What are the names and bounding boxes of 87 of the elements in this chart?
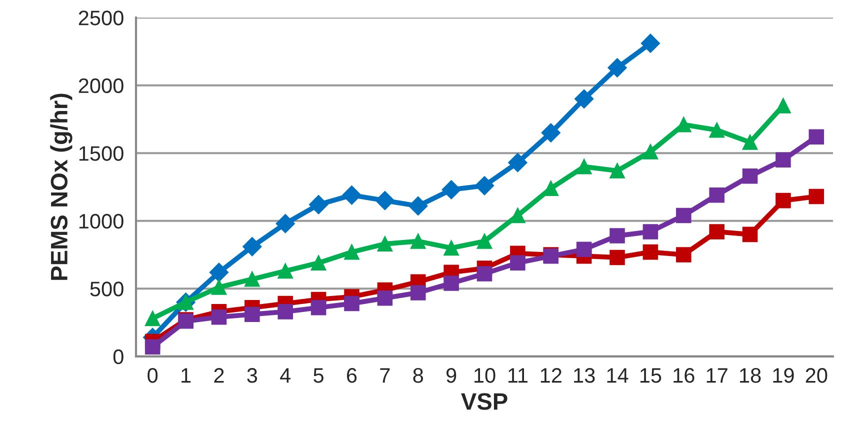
x-tick-label: 14 bbox=[607, 368, 628, 383]
point bbox=[444, 276, 459, 291]
y-tick-label: 2500 bbox=[78, 10, 124, 26]
point bbox=[377, 236, 393, 252]
point bbox=[410, 285, 426, 300]
point bbox=[676, 208, 692, 224]
point bbox=[742, 226, 758, 242]
x-tick-label: 7 bbox=[380, 368, 390, 383]
point bbox=[610, 250, 625, 266]
x-tick-label: 12 bbox=[540, 368, 562, 383]
x-tick-label: 10 bbox=[474, 368, 496, 383]
point bbox=[574, 89, 594, 108]
x-tick-label: 0 bbox=[148, 368, 158, 383]
point bbox=[244, 272, 260, 287]
point bbox=[375, 191, 394, 210]
point bbox=[408, 196, 428, 216]
y-tick-label: 1000 bbox=[79, 214, 124, 229]
point bbox=[510, 255, 526, 271]
point bbox=[278, 304, 293, 320]
point bbox=[808, 129, 824, 144]
x-tick-label: 5 bbox=[314, 368, 324, 383]
point bbox=[776, 192, 791, 208]
point bbox=[541, 123, 560, 142]
point bbox=[310, 300, 326, 316]
point bbox=[377, 290, 393, 306]
y-tick-label: 0 bbox=[113, 349, 124, 364]
point bbox=[642, 224, 658, 240]
point bbox=[242, 237, 262, 256]
point bbox=[776, 98, 791, 114]
x-tick-label: 2 bbox=[214, 368, 224, 383]
x-tick-label: 11 bbox=[508, 368, 528, 383]
point bbox=[576, 159, 592, 174]
x-tick-label: 6 bbox=[347, 368, 357, 383]
point bbox=[344, 296, 360, 312]
point bbox=[709, 187, 724, 203]
point bbox=[610, 228, 625, 244]
point bbox=[310, 255, 326, 271]
point bbox=[576, 242, 592, 257]
x-tick-label: 19 bbox=[773, 368, 794, 383]
x-tick-label: 9 bbox=[446, 368, 456, 383]
point bbox=[309, 195, 328, 214]
point bbox=[276, 214, 295, 234]
point bbox=[610, 163, 625, 178]
y-tick-label: 500 bbox=[90, 282, 124, 296]
y-axis-title: PEMS NOx (g/hr) bbox=[50, 94, 72, 280]
x-tick-label: 1 bbox=[182, 368, 191, 383]
point bbox=[209, 262, 229, 282]
x-tick-label: 20 bbox=[806, 368, 828, 383]
x-tick-label: 16 bbox=[674, 368, 694, 383]
point bbox=[510, 208, 526, 224]
point bbox=[476, 234, 492, 249]
point bbox=[144, 310, 160, 326]
point bbox=[640, 34, 660, 53]
point bbox=[709, 122, 724, 138]
point bbox=[608, 58, 627, 78]
point bbox=[342, 186, 362, 205]
x-axis-title: VSP bbox=[461, 393, 508, 410]
point bbox=[442, 180, 461, 200]
point bbox=[278, 263, 293, 279]
point bbox=[808, 188, 824, 204]
point bbox=[244, 306, 260, 322]
point bbox=[410, 234, 426, 249]
point bbox=[742, 168, 758, 184]
x-tick-label: 8 bbox=[413, 368, 424, 383]
point bbox=[676, 117, 692, 132]
point bbox=[476, 266, 492, 282]
point bbox=[676, 247, 692, 262]
point bbox=[144, 339, 160, 355]
point bbox=[742, 134, 758, 150]
x-tick-label: 3 bbox=[247, 368, 258, 383]
point bbox=[444, 240, 459, 256]
x-tick-label: 13 bbox=[574, 368, 595, 383]
point bbox=[642, 244, 658, 260]
x-tick-label: 18 bbox=[740, 368, 761, 383]
point bbox=[211, 280, 227, 295]
point bbox=[642, 144, 658, 160]
point bbox=[474, 176, 494, 196]
y-tick-label: 1500 bbox=[79, 146, 124, 161]
point bbox=[776, 152, 791, 168]
x-tick-label: 15 bbox=[640, 368, 662, 383]
x-tick-label: 4 bbox=[280, 368, 291, 383]
point bbox=[211, 309, 227, 325]
y-tick-label: 2000 bbox=[78, 78, 124, 94]
point bbox=[709, 224, 724, 240]
x-tick-label: 17 bbox=[706, 368, 728, 383]
point bbox=[344, 244, 360, 260]
point bbox=[508, 153, 528, 172]
